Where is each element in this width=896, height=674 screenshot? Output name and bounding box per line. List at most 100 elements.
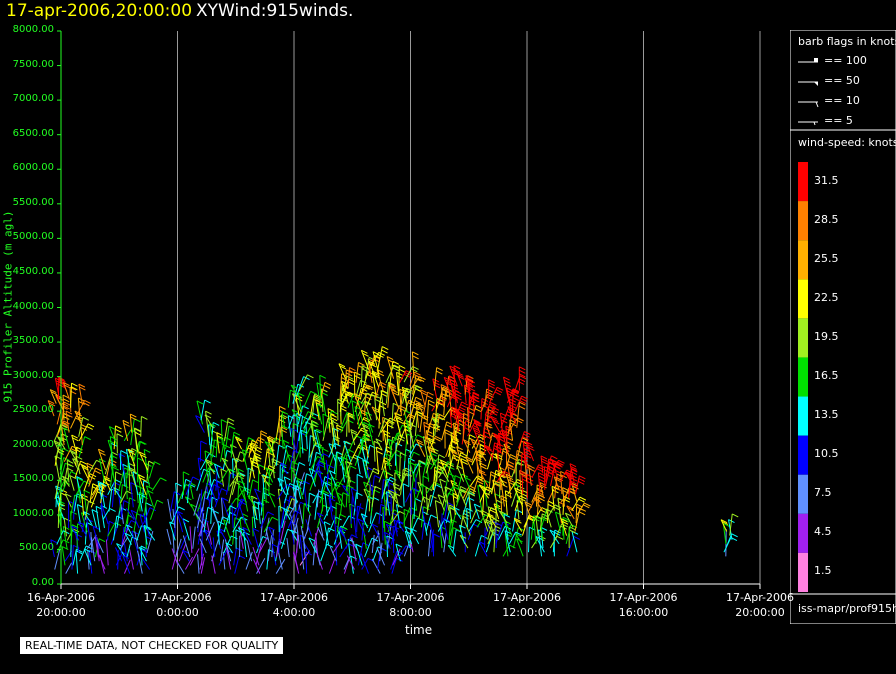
speed-level-label: 7.5 <box>814 486 832 500</box>
wind-barb <box>138 493 146 512</box>
wind-barb <box>283 507 291 520</box>
wind-barb <box>71 434 79 454</box>
wind-barb <box>398 365 406 392</box>
wind-barb <box>426 494 437 515</box>
wind-barb <box>122 419 130 442</box>
wind-barb <box>472 478 484 495</box>
wind-barb <box>265 467 274 483</box>
wind-barb <box>129 413 137 433</box>
wind-barb <box>281 454 295 475</box>
wind-barb <box>260 511 275 529</box>
wind-barb <box>136 457 144 483</box>
wind-barb <box>346 555 355 570</box>
wind-barb <box>214 488 228 508</box>
wind-barb <box>490 415 501 433</box>
wind-barb <box>562 487 570 507</box>
wind-barb <box>88 549 96 574</box>
wind-barb <box>515 533 523 545</box>
wind-barb <box>408 451 420 466</box>
wind-barb <box>246 540 253 562</box>
wind-barb <box>401 386 410 404</box>
speed-color-swatch <box>798 279 808 319</box>
wind-barb <box>310 423 317 446</box>
wind-barb <box>125 507 135 520</box>
wind-barb <box>97 480 105 500</box>
wind-barb <box>342 484 350 496</box>
wind-barb <box>327 410 338 429</box>
wind-barb <box>66 459 74 483</box>
wind-barb <box>258 537 268 554</box>
wind-barb <box>385 453 393 471</box>
y-tick-label: 6000.00 <box>12 162 54 174</box>
wind-barb <box>130 509 140 529</box>
wind-barb <box>317 461 325 487</box>
wind-barb <box>221 457 232 475</box>
wind-barb <box>462 515 471 536</box>
wind-barb <box>275 444 286 466</box>
wind-barb <box>343 440 352 462</box>
speed-level-label: 10.5 <box>814 447 839 461</box>
wind-barb <box>195 415 205 433</box>
wind-barb <box>251 446 263 466</box>
wind-barb <box>300 525 306 549</box>
wind-barb <box>403 508 411 528</box>
barb-legend-10: == 10 <box>824 94 860 107</box>
wind-barb <box>225 542 233 554</box>
wind-barb <box>425 514 438 532</box>
wind-barb <box>84 500 95 520</box>
wind-barb <box>107 439 115 458</box>
wind-barb <box>281 410 289 429</box>
wind-barb <box>368 512 383 533</box>
wind-barb <box>78 383 86 404</box>
wind-barb <box>185 476 199 496</box>
wind-barb <box>341 515 356 529</box>
wind-barb <box>332 540 342 554</box>
wind-barb <box>309 442 322 458</box>
wind-barb <box>303 527 310 541</box>
wind-barb <box>200 399 211 421</box>
wind-barb <box>437 494 445 511</box>
wind-barb <box>333 451 343 475</box>
wind-barb <box>387 489 398 504</box>
wind-barb <box>571 496 587 511</box>
wind-barb <box>380 417 397 433</box>
wind-barb <box>549 535 564 549</box>
wind-barb <box>118 453 126 475</box>
wind-barb <box>137 550 143 574</box>
wind-barb <box>377 547 388 570</box>
wind-barb <box>232 501 247 516</box>
wind-barb <box>427 446 435 462</box>
wind-barb <box>487 506 495 532</box>
wind-barb <box>321 448 329 471</box>
wind-barb <box>484 388 493 408</box>
wind-barb <box>535 515 543 536</box>
wind-barb <box>291 409 300 421</box>
wind-barb <box>392 548 401 566</box>
wind-barb <box>326 454 340 475</box>
wind-barb <box>339 527 347 541</box>
wind-barb <box>139 513 147 533</box>
wind-barb <box>420 389 428 408</box>
wind-barb <box>377 346 389 371</box>
wind-barb <box>199 489 203 516</box>
wind-barb <box>306 514 311 533</box>
wind-barb <box>62 394 70 421</box>
wind-barb <box>212 537 216 558</box>
wind-barb <box>280 462 288 475</box>
wind-barb <box>345 484 354 508</box>
wind-barb <box>308 537 317 554</box>
wind-barb <box>271 529 274 558</box>
wind-barb <box>315 428 323 450</box>
wind-barb <box>545 508 553 528</box>
wind-barb <box>197 554 200 574</box>
wind-barb <box>252 546 260 566</box>
wind-barb <box>182 535 191 558</box>
x-tick-label: 17-Apr-2006 8:00:00 <box>376 591 445 619</box>
wind-barb <box>483 527 486 549</box>
wind-barb <box>323 521 331 545</box>
wind-barb <box>291 422 300 446</box>
wind-barb <box>49 389 58 404</box>
wind-barb <box>117 489 122 516</box>
wind-barb <box>299 431 307 458</box>
wind-barb <box>425 487 433 511</box>
